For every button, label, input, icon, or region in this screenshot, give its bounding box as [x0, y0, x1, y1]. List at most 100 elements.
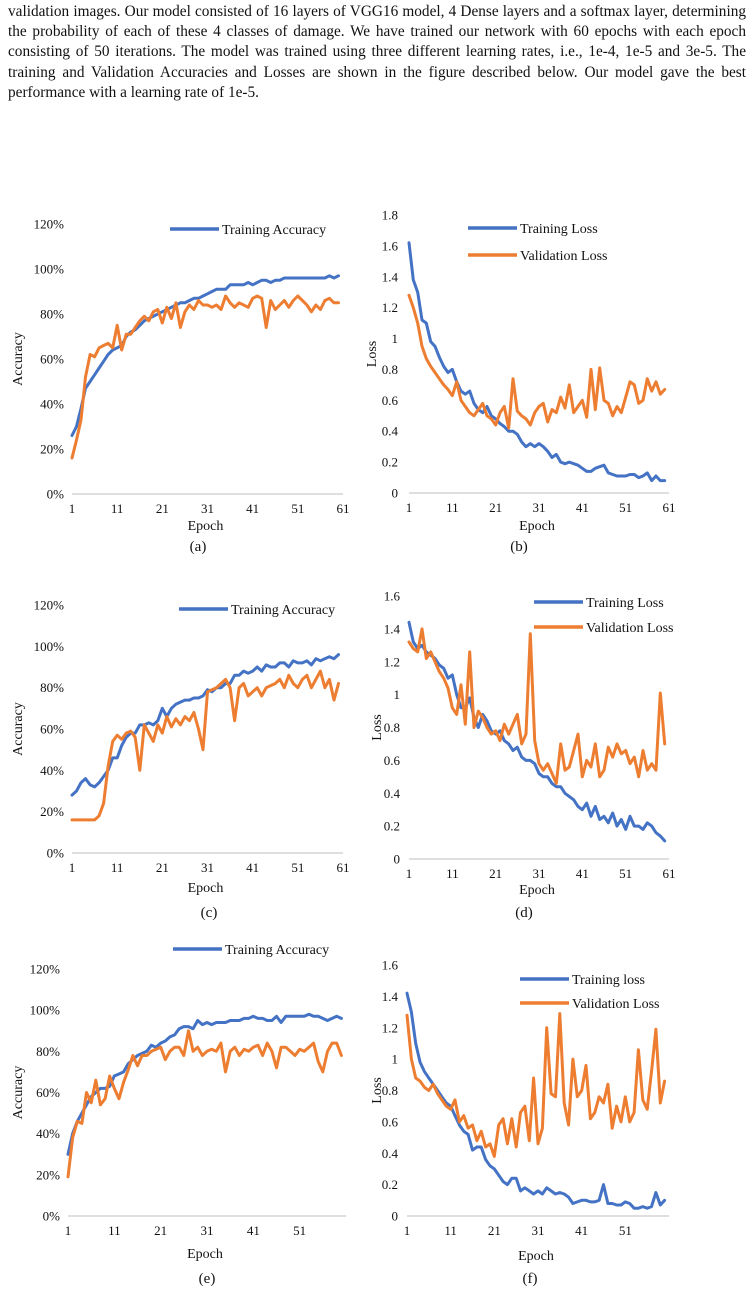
y-tick-label: 0.4	[384, 786, 401, 801]
x-tick-label: 51	[619, 1223, 632, 1238]
y-tick-label: 1	[394, 687, 401, 702]
y-tick-label: 0.4	[382, 424, 399, 439]
x-tick-label: 31	[201, 501, 214, 516]
y-tick-label: 1.6	[382, 238, 399, 253]
x-axis-title: Epoch	[519, 883, 555, 898]
x-tick-label: 1	[69, 501, 76, 516]
figure-caption: (c)	[201, 905, 218, 921]
figure-caption: (a)	[190, 539, 207, 555]
y-axis-title: Loss	[365, 341, 380, 367]
y-tick-label: 0.2	[384, 819, 400, 834]
y-tick-label: 0.8	[382, 1083, 398, 1098]
y-tick-label: 80%	[40, 307, 64, 322]
series-line-validation	[70, 669, 340, 822]
legend-label: Training Accuracy	[222, 223, 326, 238]
x-tick-label: 1	[406, 866, 413, 881]
x-tick-label: 41	[576, 866, 589, 881]
y-tick-label: 0.2	[382, 455, 398, 470]
x-tick-label: 1	[69, 860, 76, 875]
y-tick-label: 120%	[30, 962, 61, 977]
y-tick-label: 0.6	[382, 1114, 399, 1129]
x-axis-title: Epoch	[518, 1249, 554, 1264]
chart-a: 0%20%40%60%80%100%120%1 11 21 31 41 51 61Epoch…	[11, 217, 350, 556]
chart-f: 00.20.40.60.811.21.41.61 11 21 31 41 51EpochL…	[370, 958, 669, 1287]
y-axis-title: Accuracy	[11, 1066, 26, 1120]
y-tick-label: 1.2	[382, 1020, 398, 1035]
y-tick-label: 40%	[36, 1126, 60, 1141]
x-tick-label: 31	[533, 866, 546, 881]
chart-e: 0%20%40%60%80%100%120%1 11 21 31 41 51EpochAc…	[11, 943, 346, 1287]
y-tick-label: 0%	[43, 1209, 61, 1224]
chart-c: 0%20%40%60%80%100%120%1 11 21 31 41 51 61Epoch…	[11, 598, 350, 922]
x-tick-label: 21	[488, 1223, 501, 1238]
x-tick-label: 11	[111, 860, 124, 875]
y-axis-title: Loss	[370, 714, 385, 740]
y-tick-label: 20%	[36, 1167, 60, 1182]
x-axis-title: Epoch	[188, 881, 224, 896]
x-tick-label: 51	[291, 860, 304, 875]
x-tick-label: 21	[156, 860, 169, 875]
x-tick-label: 21	[489, 500, 502, 515]
y-tick-label: 100%	[34, 639, 65, 654]
chart-d: 00.20.40.60.811.21.41.61 11 21 31 41 51 61Epoc…	[370, 589, 676, 922]
y-tick-label: 1.6	[384, 589, 401, 604]
x-axis-title: Epoch	[187, 1247, 223, 1262]
legend-label: Training Loss	[520, 222, 598, 237]
x-axis-title: Epoch	[188, 519, 224, 534]
x-tick-label: 51	[293, 1223, 306, 1238]
x-tick-label: 1	[65, 1223, 72, 1238]
figure-caption: (e)	[199, 1271, 216, 1287]
series-line-training	[70, 653, 340, 797]
x-tick-label: 31	[532, 1223, 545, 1238]
x-tick-label: 51	[291, 501, 304, 516]
figure-caption: (f)	[523, 1271, 538, 1287]
x-tick-label: 41	[247, 1223, 260, 1238]
x-tick-label: 21	[489, 866, 502, 881]
series-line-validation	[66, 1029, 343, 1179]
x-tick-label: 11	[446, 500, 459, 515]
chart-b: 00.20.40.60.811.21.41.61.81 11 21 31 41 51 61E…	[365, 208, 676, 556]
x-tick-label: 41	[576, 500, 589, 515]
y-tick-label: 40%	[40, 397, 64, 412]
legend-label: Validation Loss	[572, 997, 660, 1012]
x-tick-label: 1	[406, 500, 413, 515]
series-line-training	[407, 620, 667, 843]
x-tick-label: 31	[201, 1223, 214, 1238]
y-tick-label: 0.8	[382, 362, 398, 377]
y-tick-label: 120%	[34, 598, 65, 613]
series-line-training	[66, 1012, 343, 1156]
y-tick-label: 20%	[40, 804, 64, 819]
x-tick-label: 61	[663, 866, 676, 881]
x-axis-title: Epoch	[519, 519, 555, 534]
x-tick-label: 21	[156, 501, 169, 516]
y-tick-label: 60%	[40, 722, 64, 737]
y-tick-label: 1	[392, 1052, 399, 1067]
x-tick-label: 1	[404, 1223, 411, 1238]
y-tick-label: 40%	[40, 763, 64, 778]
x-tick-label: 61	[337, 501, 350, 516]
y-axis-title: Loss	[370, 1077, 385, 1103]
x-tick-label: 11	[446, 866, 459, 881]
series-line-training	[405, 991, 667, 1210]
y-tick-label: 1	[392, 331, 399, 346]
y-tick-label: 60%	[40, 352, 64, 367]
y-tick-label: 0.8	[384, 720, 400, 735]
legend-label: Training Accuracy	[225, 943, 329, 958]
y-tick-label: 20%	[40, 442, 64, 457]
y-tick-label: 80%	[36, 1044, 60, 1059]
x-tick-label: 51	[619, 500, 632, 515]
series-line-validation	[407, 293, 667, 430]
y-tick-label: 1.4	[384, 621, 401, 636]
x-tick-label: 61	[663, 500, 676, 515]
y-tick-label: 0.6	[384, 753, 401, 768]
legend-label: Training Loss	[586, 596, 664, 611]
y-tick-label: 60%	[36, 1085, 60, 1100]
x-tick-label: 11	[111, 501, 124, 516]
y-tick-label: 100%	[34, 262, 65, 277]
y-tick-label: 120%	[34, 217, 65, 232]
y-tick-label: 0	[392, 486, 399, 501]
series-line-validation	[407, 627, 667, 785]
y-tick-label: 1.2	[384, 654, 400, 669]
series-line-training	[70, 274, 340, 437]
